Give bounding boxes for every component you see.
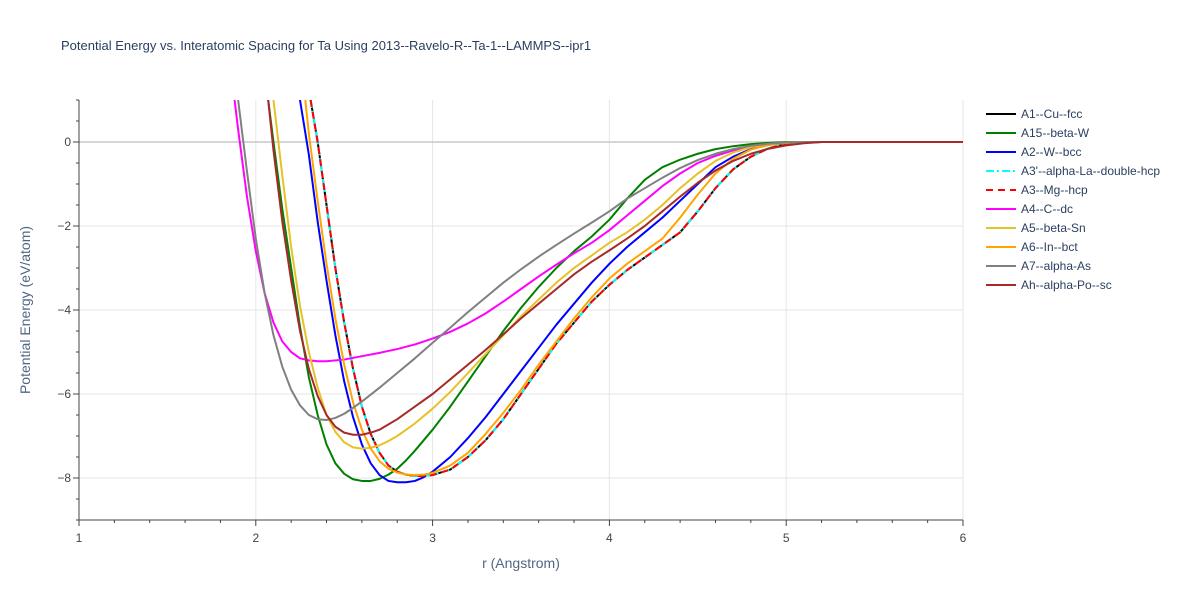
legend-label: A4--C--dc <box>1021 202 1073 216</box>
legend-item[interactable]: A3--Mg--hcp <box>986 183 1088 197</box>
series-line-a5-beta-sn <box>272 100 963 450</box>
y-tick-label: −8 <box>57 471 71 485</box>
legend-label: A5--beta-Sn <box>1021 221 1086 235</box>
legend-label: Ah--alpha-Po--sc <box>1021 278 1112 292</box>
legend-label: A15--beta-W <box>1021 126 1090 140</box>
tick-labels: 1 2 3 4 5 6 0 −2 −4 −6 −8 <box>57 135 966 545</box>
legend-item[interactable]: A2--W--bcc <box>986 145 1081 159</box>
legend-item[interactable]: A4--C--dc <box>986 202 1073 216</box>
legend-item[interactable]: A15--beta-W <box>986 126 1090 140</box>
series-line-a1-cu-fcc <box>309 100 963 477</box>
y-tick-label: 0 <box>64 135 71 149</box>
series-line-ah-alpha-po-sc <box>267 100 963 436</box>
legend-item[interactable]: A1--Cu--fcc <box>986 107 1082 121</box>
series-line-a4-c-dc <box>233 100 963 363</box>
x-tick-label: 4 <box>606 531 613 545</box>
series-line-a7-alpha-as <box>237 100 963 422</box>
series-line-a2-w-bcc <box>299 100 963 484</box>
legend-label: A3'--alpha-La--double-hcp <box>1021 164 1160 178</box>
legend[interactable]: A1--Cu--fcc A15--beta-W A2--W--bcc A3'--alp… <box>986 107 1160 292</box>
series-line-a6-in-bct <box>304 100 963 477</box>
x-tick-label: 3 <box>429 531 436 545</box>
legend-label: A2--W--bcc <box>1021 145 1081 159</box>
series-line-a15-beta-w <box>267 100 963 482</box>
legend-label: A7--alpha-As <box>1021 259 1091 273</box>
axes <box>73 99 964 526</box>
legend-item[interactable]: A7--alpha-As <box>986 259 1091 273</box>
y-tick-label: −6 <box>57 387 71 401</box>
x-tick-label: 2 <box>252 531 259 545</box>
legend-label: A1--Cu--fcc <box>1021 107 1082 121</box>
legend-item[interactable]: Ah--alpha-Po--sc <box>986 278 1112 292</box>
series-line-a3-alpha-la-double-hcp <box>309 100 963 477</box>
y-tick-label: −4 <box>57 303 71 317</box>
legend-label: A3--Mg--hcp <box>1021 183 1088 197</box>
legend-item[interactable]: A6--In--bct <box>986 240 1078 254</box>
chart-title: Potential Energy vs. Interatomic Spacing… <box>61 38 591 53</box>
x-tick-label: 1 <box>76 531 83 545</box>
x-tick-label: 6 <box>960 531 967 545</box>
grid-lines <box>79 100 964 520</box>
y-axis-label: Potential Energy (eV/atom) <box>17 226 33 394</box>
y-tick-label: −2 <box>57 219 71 233</box>
series-lines <box>233 100 963 484</box>
x-tick-label: 5 <box>783 531 790 545</box>
series-line-a3-mg-hcp <box>309 100 963 477</box>
legend-label: A6--In--bct <box>1021 240 1078 254</box>
x-axis-label: r (Angstrom) <box>482 555 560 571</box>
legend-item[interactable]: A3'--alpha-La--double-hcp <box>986 164 1160 178</box>
legend-item[interactable]: A5--beta-Sn <box>986 221 1086 235</box>
